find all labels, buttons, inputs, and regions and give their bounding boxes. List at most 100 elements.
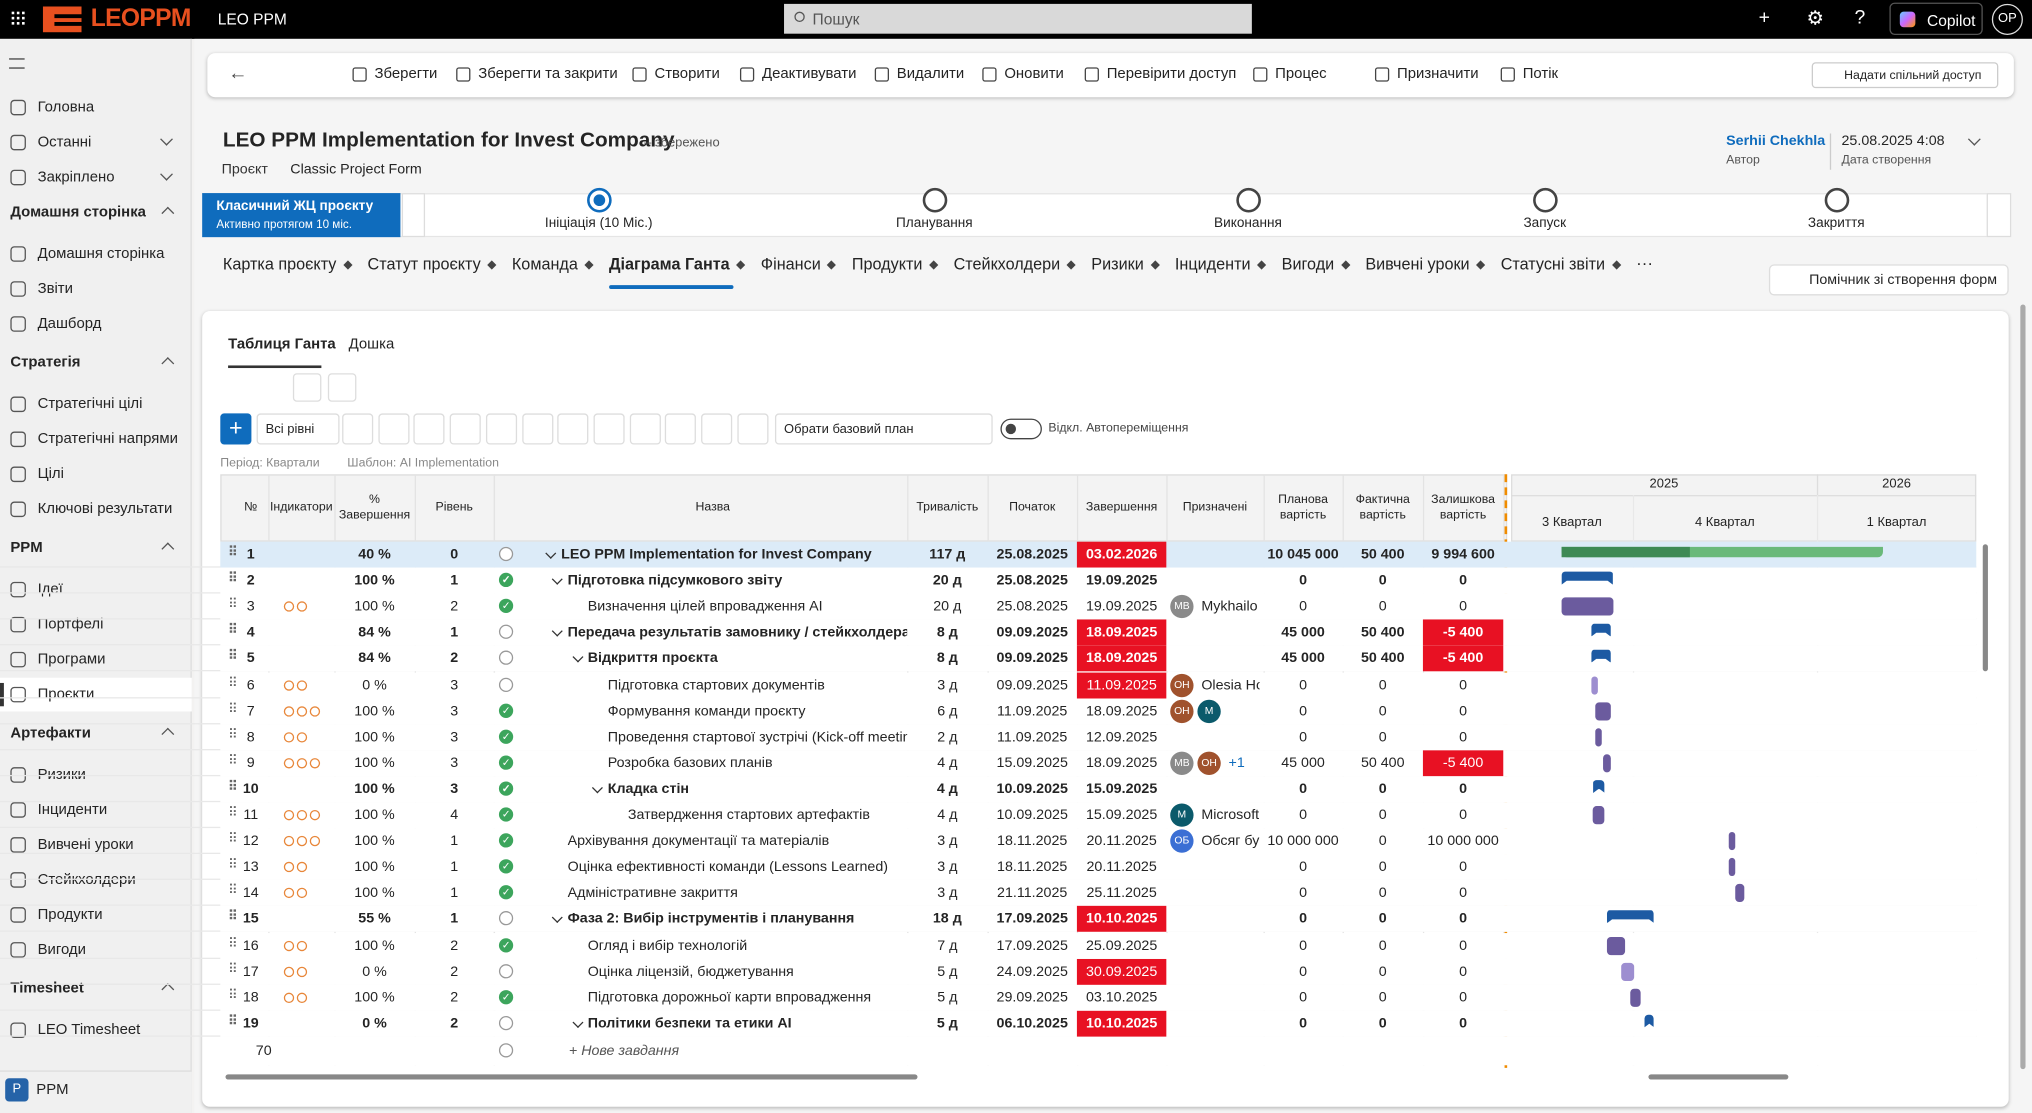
form-tab[interactable]: Вигоди xyxy=(1282,255,1350,273)
task-row[interactable]: ⠿ 15 55 % 1 Фаза 2: Вибір інструментів і пла… xyxy=(0,906,1977,933)
task-row[interactable]: ⠿ 2 100 % 1 ✓ Підготовка підсумкового звіту 20… xyxy=(0,567,1977,594)
toolbar-icon[interactable] xyxy=(629,413,661,445)
subtab[interactable]: Таблиця Ганта xyxy=(228,336,336,353)
nav-item[interactable]: Закріплено xyxy=(0,161,192,195)
form-tab[interactable]: Команда xyxy=(512,255,594,273)
task-row[interactable]: ⠿ 19 0 % 2 Політики безпеки та етики AI 5 д 06… xyxy=(0,1010,1977,1037)
column-header[interactable]: Назва xyxy=(695,500,731,515)
nav-item[interactable]: Головна xyxy=(0,91,192,125)
form-tab[interactable]: Статут проєкту xyxy=(368,255,497,273)
task-row[interactable]: ⠿ 1 40 % 0 LEO PPM Implementation for Invest… xyxy=(0,541,1977,568)
form-helper-button[interactable]: Помічник зі створення форм xyxy=(1768,264,2009,296)
process-next[interactable] xyxy=(1986,193,2012,238)
toolbar-icon[interactable] xyxy=(413,413,446,445)
gantt-task-bar[interactable] xyxy=(1595,701,1611,721)
nav-item[interactable]: Цілі xyxy=(0,457,192,491)
form-tab[interactable]: Вивчені уроки xyxy=(1365,255,1486,273)
form-selector[interactable]: Classic Project Form xyxy=(290,161,422,178)
gantt-task-bar[interactable] xyxy=(1602,753,1611,773)
top-icon[interactable]: + xyxy=(1758,6,1770,29)
back-arrow[interactable]: ← xyxy=(228,62,248,85)
gantt-task-bar[interactable] xyxy=(1729,832,1736,851)
gantt-task-bar[interactable] xyxy=(1591,675,1598,694)
form-tab[interactable]: Фінанси xyxy=(761,255,837,273)
command-button[interactable]: Потік xyxy=(1500,65,1558,86)
nav-item[interactable]: Програми xyxy=(0,643,192,677)
form-tab[interactable]: Продукти xyxy=(852,255,939,273)
form-tab[interactable]: Інциденти xyxy=(1175,255,1267,273)
subtab[interactable]: Дошка xyxy=(348,336,395,353)
gantt-task-bar[interactable] xyxy=(1595,727,1602,747)
active-process[interactable]: Класичний ЖЦ проєкту Активно протягом 10 … xyxy=(202,193,401,238)
area-switcher[interactable] xyxy=(0,1070,192,1113)
command-button[interactable]: Перевірити доступ xyxy=(1084,65,1236,86)
command-button[interactable]: Зберегти xyxy=(352,65,437,86)
gantt-task-bar[interactable] xyxy=(1606,936,1625,955)
stage-circle[interactable] xyxy=(922,187,948,213)
task-row[interactable]: ⠿ 4 84 % 1 Передача результатів замовнику / … xyxy=(0,619,1977,646)
nav-item[interactable]: Інциденти xyxy=(0,793,192,827)
command-button[interactable]: Оновити xyxy=(982,65,1064,86)
gantt-task-bar[interactable] xyxy=(1561,597,1613,616)
nav-item[interactable]: Ключові результати xyxy=(0,492,192,526)
nav-item[interactable]: Вигоди xyxy=(0,933,192,967)
task-row[interactable]: ⠿ 16 100 % 2 ✓ Огляд і вибір технологій 7 д 17.… xyxy=(0,932,1977,959)
toolbar-icon[interactable] xyxy=(327,373,357,402)
task-row[interactable]: ⠿ 5 84 % 2 Відкриття проєкта 8 д 09.09.2025 18.… xyxy=(0,645,1977,672)
column-header[interactable]: Фактична вартість xyxy=(1355,492,1410,523)
task-row[interactable]: ⠿ 18 100 % 2 ✓ Підготовка дорожньої карти впр… xyxy=(0,984,1977,1011)
form-tab[interactable]: Стейкхолдери xyxy=(954,255,1076,273)
task-row[interactable]: ⠿ 14 100 % 1 ✓ Адміністративне закриття 3 д 21.… xyxy=(0,880,1977,907)
toolbar-icon[interactable] xyxy=(378,413,410,445)
command-button[interactable]: Зберегти та закрити xyxy=(456,65,618,86)
new-task-row[interactable]: 70 + Нове завдання xyxy=(220,1036,1977,1066)
form-tab[interactable]: Діаграма Ганта xyxy=(609,255,746,273)
nav-item[interactable]: Дашборд xyxy=(0,307,192,341)
form-tab[interactable]: Статусні звіти xyxy=(1501,255,1621,273)
toolbar-icon[interactable] xyxy=(665,413,697,445)
nav-item[interactable]: Портфелі xyxy=(0,608,192,642)
column-header[interactable]: Початок xyxy=(1009,500,1056,515)
toolbar-icon[interactable] xyxy=(257,373,287,402)
toolbar-icon[interactable] xyxy=(292,373,322,402)
nav-item[interactable]: Стратегічні напрями xyxy=(0,422,192,456)
toolbar-icon[interactable] xyxy=(736,413,769,445)
task-row[interactable]: ⠿ 10 100 % 3 ✓ Кладка стін 4 д 10.09.2025 15.09.… xyxy=(0,776,1977,803)
top-icon[interactable]: ? xyxy=(1854,6,1866,29)
column-header[interactable]: Призначені xyxy=(1182,500,1248,515)
toolbar-icon[interactable] xyxy=(485,413,517,445)
gantt-task-bar[interactable] xyxy=(1620,962,1635,981)
gantt-task-bar[interactable] xyxy=(1735,884,1745,903)
nav-item[interactable]: LEO Timesheet xyxy=(0,1013,192,1047)
toolbar-icon[interactable] xyxy=(449,413,481,445)
gantt-summary-bar[interactable] xyxy=(1593,780,1605,793)
toolbar-icon[interactable] xyxy=(701,413,733,445)
nav-item[interactable]: Вивчені уроки xyxy=(0,828,192,862)
top-icon[interactable]: ⚙ xyxy=(1806,7,1824,30)
user-avatar[interactable]: OP xyxy=(1991,3,2023,35)
nav-item[interactable]: Домашня сторінка xyxy=(0,237,192,271)
gantt-bar[interactable] xyxy=(1561,546,1883,558)
form-tab[interactable]: Ризики xyxy=(1091,255,1160,273)
column-header[interactable]: % Завершення xyxy=(338,492,411,523)
stage-circle[interactable] xyxy=(1533,187,1558,213)
tab-overflow[interactable]: ··· xyxy=(1636,252,1654,273)
command-button[interactable]: Призначити xyxy=(1374,65,1479,86)
owner-name[interactable]: Serhii Chekhla xyxy=(1726,133,1826,150)
level-dropdown[interactable]: Всі рівні xyxy=(256,413,340,445)
toolbar-icon[interactable] xyxy=(557,413,589,445)
share-button[interactable]: Надати спільний доступ xyxy=(1811,62,1999,89)
toolbar-icon[interactable] xyxy=(593,413,625,445)
add-task-button[interactable]: + xyxy=(220,413,252,445)
toolbar-icon[interactable] xyxy=(521,413,553,445)
toolbar-icon[interactable] xyxy=(342,413,374,445)
process-prev[interactable] xyxy=(401,193,426,238)
nav-item[interactable]: Продукти xyxy=(0,898,192,932)
nav-item[interactable]: Проєкти xyxy=(0,677,192,712)
hamburger[interactable] xyxy=(9,58,25,69)
task-row[interactable]: ⠿ 9 100 % 3 ✓ Розробка базових планів 4 д 15.09… xyxy=(0,750,1977,777)
task-row[interactable]: ⠿ 13 100 % 1 ✓ Оцінка ефективності команди (L… xyxy=(0,854,1977,881)
task-row[interactable]: ⠿ 7 100 % 3 ✓ Формування команди проєкту 6 д 11… xyxy=(0,697,1977,725)
command-button[interactable]: Процес xyxy=(1253,65,1327,86)
nav-item[interactable]: Звіти xyxy=(0,272,192,306)
